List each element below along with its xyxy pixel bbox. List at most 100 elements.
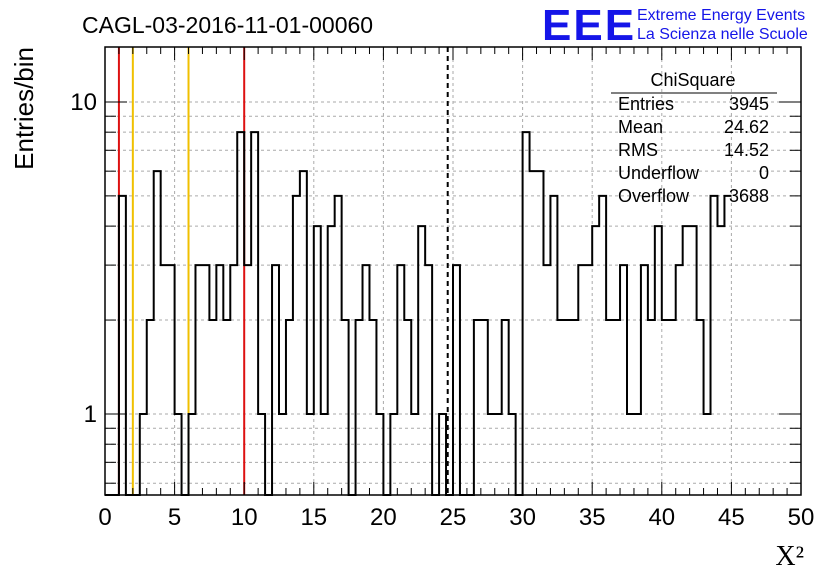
x-axis-label: X² bbox=[775, 541, 804, 572]
histogram-bin bbox=[272, 265, 279, 495]
histogram-bin bbox=[724, 196, 731, 495]
histogram-bin bbox=[244, 265, 251, 495]
stats-value: 3688 bbox=[729, 186, 769, 206]
histogram-bins bbox=[105, 131, 732, 496]
histogram-bin bbox=[209, 320, 216, 495]
histogram-bin bbox=[404, 320, 411, 495]
histogram-bin bbox=[237, 132, 244, 495]
histogram-bin bbox=[543, 265, 550, 495]
histogram-bin bbox=[147, 320, 154, 495]
x-tick-label: 50 bbox=[788, 504, 815, 531]
histogram-bin bbox=[564, 320, 571, 495]
y-tick-label: 10 bbox=[70, 89, 97, 116]
histogram-bin bbox=[216, 265, 223, 495]
histogram-bin bbox=[578, 265, 585, 495]
histogram-bin bbox=[279, 414, 286, 495]
histogram-bin bbox=[557, 320, 564, 495]
y-axis-label: Entries/bin bbox=[9, 47, 39, 170]
histogram-bin bbox=[168, 265, 175, 495]
stats-title: ChiSquare bbox=[650, 70, 735, 90]
histogram-bin bbox=[634, 414, 641, 495]
histogram-bin bbox=[474, 320, 481, 495]
histogram-bin bbox=[140, 414, 147, 495]
histogram-bin bbox=[119, 196, 126, 495]
stats-label: RMS bbox=[618, 140, 658, 160]
histogram-bin bbox=[669, 320, 676, 495]
histogram-bin bbox=[704, 414, 711, 495]
histogram-outline bbox=[105, 131, 732, 496]
histogram-bin bbox=[293, 196, 300, 495]
histogram-bin bbox=[592, 226, 599, 495]
histogram-bin bbox=[286, 320, 293, 495]
x-tick-label: 35 bbox=[579, 504, 606, 531]
histogram-bin bbox=[641, 265, 648, 495]
histogram-bin bbox=[676, 265, 683, 495]
histogram-bin bbox=[439, 414, 446, 495]
histogram-bin bbox=[606, 320, 613, 495]
x-tick-label: 45 bbox=[718, 504, 745, 531]
stats-label: Entries bbox=[618, 94, 674, 114]
histogram-bin bbox=[223, 320, 230, 495]
stats-box: ChiSquare Entries 3945 Mean 24.62 RMS 14.52 Un… bbox=[611, 70, 777, 206]
histogram-bin bbox=[488, 414, 495, 495]
histogram-bin bbox=[321, 414, 328, 495]
histogram-bin bbox=[481, 320, 488, 495]
x-tick-label: 0 bbox=[98, 504, 111, 531]
histogram-bin bbox=[697, 320, 704, 495]
histogram-bin bbox=[453, 265, 460, 495]
histogram-bin bbox=[655, 226, 662, 495]
histogram-bin bbox=[495, 414, 502, 495]
histogram-bin bbox=[314, 226, 321, 495]
histogram-bin bbox=[376, 414, 383, 495]
histogram-bin bbox=[189, 414, 196, 495]
stats-label: Overflow bbox=[618, 186, 690, 206]
histogram-bin bbox=[418, 226, 425, 495]
histogram-bin bbox=[300, 171, 307, 495]
run-title: CAGL-03-2016-11-01-00060 bbox=[82, 12, 373, 38]
histogram-bin bbox=[328, 226, 335, 495]
histogram-bin bbox=[397, 265, 404, 495]
histogram-bin bbox=[662, 320, 669, 495]
histogram-bin bbox=[648, 320, 655, 495]
histogram-bin bbox=[537, 171, 544, 495]
histogram-bin bbox=[690, 226, 697, 495]
eee-logo: EEE bbox=[542, 1, 636, 50]
x-tick-label: 5 bbox=[168, 504, 181, 531]
histogram-bin bbox=[425, 265, 432, 495]
histogram-bin bbox=[599, 196, 606, 495]
x-tick-label: 15 bbox=[300, 504, 327, 531]
histogram-bin bbox=[251, 132, 258, 495]
histogram-bin bbox=[411, 414, 418, 495]
histogram-bin bbox=[195, 265, 202, 495]
histogram-bin bbox=[627, 414, 634, 495]
histogram-bin bbox=[258, 414, 265, 495]
histogram-bin bbox=[175, 414, 182, 495]
histogram-bin bbox=[585, 265, 592, 495]
x-tick-label: 30 bbox=[509, 504, 536, 531]
stats-value: 3945 bbox=[729, 94, 769, 114]
axes: 0 5 10 15 20 25 30 35 40 45 50 1 10 bbox=[70, 46, 815, 531]
histogram-bin bbox=[550, 196, 557, 495]
stats-value: 24.62 bbox=[724, 117, 769, 137]
histogram-bin bbox=[369, 320, 376, 495]
histogram-bin bbox=[363, 265, 370, 495]
x-tick-label: 10 bbox=[231, 504, 258, 531]
eee-logo-line1: Extreme Energy Events bbox=[637, 7, 805, 24]
stats-label: Mean bbox=[618, 117, 663, 137]
y-tick-label: 1 bbox=[84, 401, 97, 428]
histogram-bin bbox=[711, 196, 718, 495]
x-tick-label: 20 bbox=[370, 504, 397, 531]
histogram-bin bbox=[509, 414, 516, 495]
stats-value: 14.52 bbox=[724, 140, 769, 160]
histogram-bin bbox=[571, 320, 578, 495]
stats-value: 0 bbox=[759, 163, 769, 183]
histogram-bin bbox=[390, 414, 397, 495]
histogram-bin bbox=[202, 265, 209, 495]
histogram-bin bbox=[230, 265, 237, 495]
histogram-bin bbox=[307, 414, 314, 495]
histogram-bin bbox=[717, 226, 724, 495]
histogram-bin bbox=[530, 171, 537, 495]
histogram-bin bbox=[502, 320, 509, 495]
histogram-bin bbox=[613, 320, 620, 495]
